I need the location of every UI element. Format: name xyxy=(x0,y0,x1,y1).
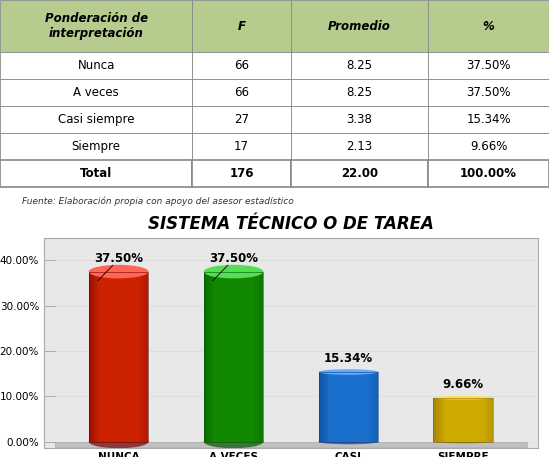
Polygon shape xyxy=(55,441,526,447)
Bar xyxy=(376,372,377,441)
Bar xyxy=(434,398,493,441)
Bar xyxy=(436,398,438,441)
Bar xyxy=(209,271,210,441)
Bar xyxy=(369,372,370,441)
Bar xyxy=(147,271,148,441)
Bar xyxy=(488,398,489,441)
Bar xyxy=(373,372,374,441)
Bar xyxy=(141,271,142,441)
Bar xyxy=(205,271,206,441)
Ellipse shape xyxy=(318,369,378,375)
Bar xyxy=(374,372,376,441)
Bar xyxy=(323,372,324,441)
Ellipse shape xyxy=(204,265,264,278)
Bar xyxy=(320,372,321,441)
Ellipse shape xyxy=(434,396,493,399)
Bar xyxy=(485,398,486,441)
Bar xyxy=(484,398,485,441)
Bar xyxy=(257,271,258,441)
Bar xyxy=(490,398,492,441)
Bar xyxy=(492,398,493,441)
Bar xyxy=(212,271,213,441)
Bar xyxy=(321,372,323,441)
Bar xyxy=(328,372,329,441)
Bar xyxy=(98,271,99,441)
Bar xyxy=(258,271,259,441)
Bar xyxy=(96,271,97,441)
Bar xyxy=(377,372,378,441)
Ellipse shape xyxy=(434,440,493,443)
Bar xyxy=(210,271,212,441)
Bar xyxy=(204,271,264,441)
Bar xyxy=(440,398,441,441)
Bar xyxy=(204,271,205,441)
Bar xyxy=(255,271,257,441)
Bar xyxy=(93,271,94,441)
Text: 9.66%: 9.66% xyxy=(442,378,484,391)
Ellipse shape xyxy=(89,265,148,278)
Bar xyxy=(259,271,261,441)
Bar xyxy=(443,398,444,441)
Bar xyxy=(89,271,90,441)
Bar xyxy=(483,398,484,441)
Bar xyxy=(143,271,144,441)
Bar xyxy=(262,271,264,441)
Bar xyxy=(441,398,443,441)
Bar xyxy=(90,271,92,441)
Bar xyxy=(318,372,320,441)
Bar xyxy=(327,372,328,441)
Bar xyxy=(367,372,369,441)
Bar xyxy=(204,271,264,441)
Bar xyxy=(318,372,378,441)
Bar xyxy=(139,271,141,441)
Text: Fuente: Elaboración propia con apoyo del asesor estadístico: Fuente: Elaboración propia con apoyo del… xyxy=(22,197,294,206)
Ellipse shape xyxy=(89,435,148,448)
Ellipse shape xyxy=(318,439,378,444)
Bar xyxy=(206,271,208,441)
Bar xyxy=(138,271,139,441)
Title: SISTEMA TÉCNICO O DE TAREA: SISTEMA TÉCNICO O DE TAREA xyxy=(148,215,434,234)
Bar xyxy=(434,398,435,441)
Bar xyxy=(324,372,325,441)
Text: 15.34%: 15.34% xyxy=(324,352,373,365)
Bar xyxy=(486,398,488,441)
Text: 37.50%: 37.50% xyxy=(209,252,258,265)
Text: 37.50%: 37.50% xyxy=(94,252,143,265)
Bar xyxy=(489,398,490,441)
Bar xyxy=(253,271,254,441)
Bar xyxy=(434,398,493,441)
Bar xyxy=(89,271,148,441)
Bar xyxy=(318,372,378,441)
Bar xyxy=(438,398,439,441)
Bar xyxy=(370,372,372,441)
Bar xyxy=(142,271,143,441)
Bar xyxy=(325,372,327,441)
Bar xyxy=(144,271,146,441)
Bar xyxy=(435,398,436,441)
Bar xyxy=(254,271,255,441)
Bar xyxy=(94,271,96,441)
Bar xyxy=(89,271,148,441)
Bar xyxy=(261,271,262,441)
Bar xyxy=(213,271,215,441)
Bar xyxy=(372,372,373,441)
Bar xyxy=(439,398,440,441)
Bar xyxy=(208,271,209,441)
Bar xyxy=(92,271,93,441)
Bar xyxy=(97,271,98,441)
Bar xyxy=(146,271,147,441)
Ellipse shape xyxy=(204,435,264,448)
